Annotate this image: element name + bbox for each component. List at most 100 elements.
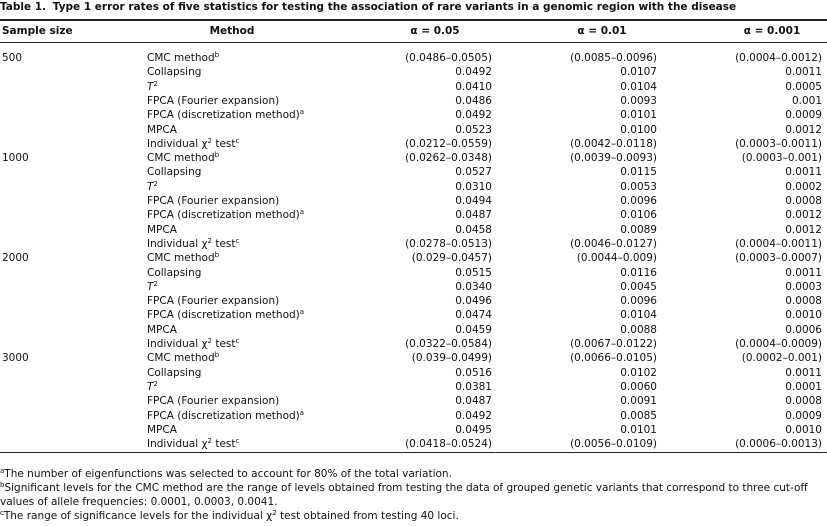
cell-value: (0.0003–0.001) (741, 152, 822, 165)
caption-label: Table 1. (0, 1, 47, 13)
sample-size: 2000 (2, 252, 29, 265)
method: FPCA (Fourier expansion) (147, 394, 279, 408)
cell-value: 0.0515 (455, 266, 492, 279)
cell-value: 0.0053 (620, 180, 657, 193)
text-segment: c (235, 437, 240, 446)
cell-value: (0.0322–0.0584) (405, 338, 492, 350)
text-segment: MPCA (147, 423, 177, 436)
cell-value: 0.0104 (620, 309, 657, 322)
cell-value: 0.0088 (620, 323, 657, 336)
method: Collapsing (147, 65, 201, 79)
method: T2 (147, 180, 158, 194)
method: CMC methodb (147, 151, 219, 165)
cell-value: 0.0008 (785, 295, 822, 308)
method: CMC methodb (147, 351, 219, 365)
text-segment: a (299, 108, 305, 117)
cell-value: 0.0008 (785, 395, 822, 408)
cell-value: (0.039–0.0499) (411, 352, 492, 365)
method: FPCA (Fourier expansion) (147, 194, 279, 208)
method: MPCA (147, 423, 177, 437)
cell-value: 0.0474 (455, 309, 492, 322)
cell-value: 0.0494 (455, 195, 492, 207)
text-segment: 2 (153, 79, 158, 88)
method: T2 (147, 80, 158, 94)
text-segment: a (299, 308, 305, 317)
cell-value: 0.0089 (620, 223, 657, 236)
cell-value: 0.0458 (455, 223, 492, 236)
cell-value: (0.0003–0.0007) (735, 252, 822, 265)
cell-value: (0.0006–0.0013) (735, 438, 822, 451)
bottom-rule (0, 452, 827, 453)
text-segment: FPCA (Fourier expansion) (147, 395, 280, 408)
cell-value: 0.0005 (785, 80, 822, 93)
top-rule (0, 19, 827, 21)
cell-value: 0.0487 (455, 395, 492, 408)
text-segment: Collapsing (147, 366, 202, 379)
text-segment: MPCA (147, 223, 177, 236)
cell-value: 0.0310 (455, 180, 492, 193)
text-segment: Collapsing (147, 166, 202, 179)
cell-value: 0.0091 (620, 395, 657, 408)
text-segment: FPCA (Fourier expansion) (147, 295, 280, 308)
text-segment: Collapsing (147, 266, 202, 279)
method: Individual χ2 testc (147, 237, 239, 251)
cell-value: 0.0001 (785, 380, 822, 393)
method: FPCA (Fourier expansion) (147, 94, 279, 108)
text-segment: T (147, 380, 154, 393)
column-header: Method (209, 25, 255, 37)
cell-value: (0.0004–0.0009) (735, 338, 822, 350)
text-segment: b (214, 151, 220, 160)
method: Collapsing (147, 366, 201, 380)
cell-value: 0.0527 (455, 166, 492, 179)
text-segment: c (0, 509, 4, 517)
cell-value: 0.0116 (620, 266, 657, 279)
cell-value: 0.0085 (620, 409, 657, 422)
cell-value: 0.0115 (620, 166, 657, 179)
cell-value: 0.0096 (620, 195, 657, 207)
text-segment: FPCA (discretization method) (147, 209, 300, 222)
text-segment: c (235, 337, 240, 345)
cell-value: 0.0459 (455, 323, 492, 336)
cell-value: (0.0042–0.0118) (570, 137, 657, 150)
cell-value: (0.0046–0.0127) (570, 237, 657, 250)
text-segment: FPCA (Fourier expansion) (147, 195, 280, 207)
cell-value: 0.0495 (455, 423, 492, 436)
text-segment: a (299, 408, 305, 417)
cell-value: 0.0096 (620, 295, 657, 308)
cell-value: 0.0100 (620, 123, 657, 136)
method: FPCA (discretization method)a (147, 409, 304, 423)
text-segment: CMC method (147, 152, 215, 165)
text-segment: T (147, 180, 154, 193)
cell-value: 0.0492 (455, 66, 492, 79)
cell-value: (0.0418–0.0524) (405, 438, 492, 451)
text-segment: b (0, 481, 5, 489)
cell-value: (0.0039–0.0093) (570, 152, 657, 165)
text-segment: 2 (207, 437, 213, 446)
text-segment: The number of eigenfunctions was selecte… (4, 468, 452, 480)
text-segment: a (299, 208, 305, 217)
cell-value: 0.0496 (455, 295, 492, 308)
text-segment: b (214, 251, 220, 260)
cell-value: 0.0487 (455, 209, 492, 222)
cell-value: 0.0523 (455, 123, 492, 136)
text-segment: Collapsing (147, 66, 202, 79)
cell-value: (0.0212–0.0559) (405, 137, 492, 150)
cell-value: (0.0278–0.0513) (405, 237, 492, 250)
sample-size: 3000 (2, 352, 29, 365)
sample-size: 1000 (2, 152, 29, 165)
method: FPCA (discretization method)a (147, 208, 304, 222)
text-segment: Individual χ (147, 338, 208, 350)
method: MPCA (147, 223, 177, 237)
text-segment: FPCA (Fourier expansion) (147, 94, 280, 107)
text-segment: CMC method (147, 252, 215, 265)
method: Collapsing (147, 165, 201, 179)
text-segment: test (212, 438, 236, 451)
text-segment: 2 (153, 379, 158, 388)
method: Collapsing (147, 266, 201, 280)
cell-value: 0.0492 (455, 409, 492, 422)
text-segment: FPCA (discretization method) (147, 409, 300, 422)
cell-value: (0.0486–0.0505) (405, 52, 492, 64)
method: FPCA (Fourier expansion) (147, 294, 279, 308)
method: Individual χ2 testc (147, 437, 239, 451)
